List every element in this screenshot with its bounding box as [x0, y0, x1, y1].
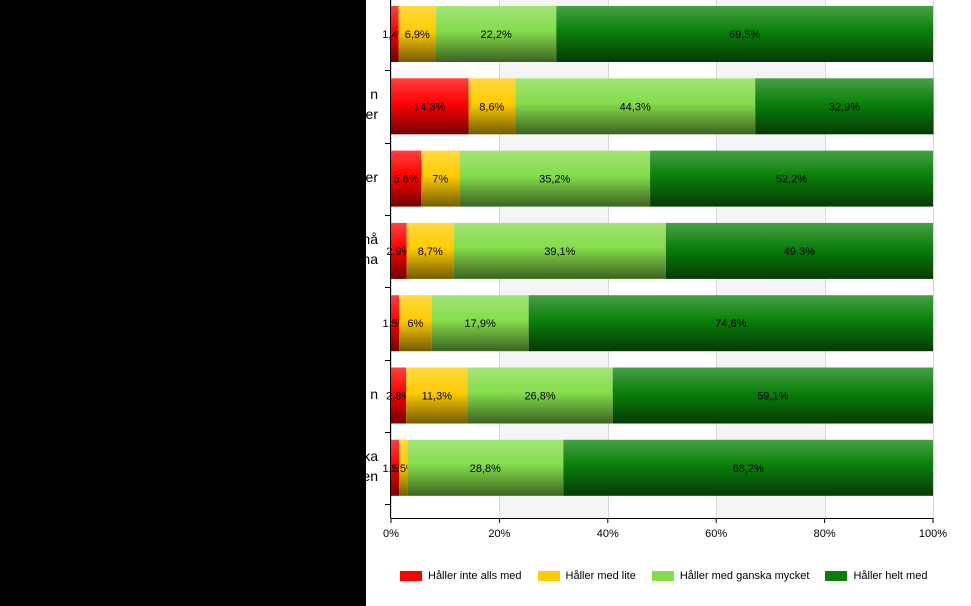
bar-segment [391, 367, 407, 424]
bar-segment [467, 367, 613, 424]
data-label: 11,3% [422, 391, 453, 403]
data-label: 2,9% [386, 246, 411, 258]
bar-segment [468, 78, 516, 135]
bar-segment [406, 367, 468, 424]
bar-segment [421, 150, 460, 207]
legend-label: Håller med ganska mycket [679, 570, 810, 582]
legend-swatch [825, 571, 848, 581]
x-tick-label: 40% [597, 528, 619, 540]
data-label: 2,8% [386, 391, 411, 403]
x-tick-label: 60% [705, 528, 727, 540]
legend-swatch [651, 571, 674, 581]
data-label: 8,6% [479, 101, 504, 113]
bar-segment [391, 439, 400, 496]
data-label: 35,2% [539, 174, 570, 186]
bar-segment [391, 222, 407, 279]
bar-segment [612, 367, 933, 424]
x-tick-label: 20% [488, 528, 510, 540]
bar-segment [431, 295, 529, 352]
bar-segment [665, 222, 933, 279]
legend-label: Håller helt med [853, 570, 928, 582]
legend-swatch [537, 571, 560, 581]
category-label: n [370, 86, 378, 103]
data-label: 8,7% [418, 246, 443, 258]
x-tick-label: 0% [383, 528, 399, 540]
legend-item: Håller med ganska mycket [651, 570, 810, 582]
bar-segment [435, 6, 557, 62]
bar-segment [459, 150, 651, 207]
bar-segment [515, 78, 756, 135]
bar-segment [650, 150, 933, 207]
legend-item: Håller med lite [537, 570, 636, 582]
bar-segment [407, 439, 564, 496]
black-redaction-panel [0, 0, 366, 606]
data-label: 49,3% [784, 246, 815, 258]
legend-item: Håller inte alls med [400, 570, 522, 582]
data-label: 52,2% [776, 174, 807, 186]
data-label: 39,1% [544, 246, 575, 258]
category-label: en [362, 467, 378, 484]
x-tick-label: 80% [814, 528, 836, 540]
bar-segment [406, 222, 454, 279]
category-label: nå [362, 230, 378, 247]
bar-segment [398, 6, 436, 62]
data-label: 28,8% [470, 463, 501, 475]
data-label: 14,3% [414, 101, 445, 113]
legend-item: Håller helt med [825, 570, 927, 582]
data-label: 5,6% [394, 174, 419, 186]
bar-segment [563, 439, 933, 496]
data-label: 22,2% [481, 29, 512, 41]
data-label: 68,2% [733, 463, 764, 475]
bar-segment [528, 295, 933, 352]
data-label: 26,8% [524, 391, 555, 403]
bar-segment [453, 222, 666, 279]
bar-segment [391, 6, 399, 62]
category-labels: n er er nå na n ka en [0, 0, 378, 606]
data-label: 7% [432, 174, 448, 186]
bar-segment [391, 78, 469, 135]
legend-label: Håller inte alls med [428, 570, 522, 582]
bar-segment [399, 439, 408, 496]
bar-segment [391, 295, 400, 352]
category-label: ka [363, 447, 378, 464]
data-label: 44,3% [620, 101, 651, 113]
data-label: 69,5% [729, 29, 760, 41]
data-label: 6% [407, 318, 423, 330]
data-label: 74,6% [715, 318, 746, 330]
data-label: 59,1% [757, 391, 788, 403]
category-label: er [365, 168, 378, 185]
data-label: 32,9% [829, 101, 860, 113]
x-tick-label: 100% [919, 528, 947, 540]
legend-swatch [400, 571, 422, 581]
category-label: n [370, 385, 378, 402]
legend-label: Håller med lite [565, 570, 636, 582]
data-label: 6,9% [405, 29, 430, 41]
chart-legend: Håller inte alls med Håller med lite Hålle… [400, 566, 943, 586]
bar-segment [755, 78, 934, 135]
data-label: 17,9% [465, 318, 496, 330]
category-label: er [365, 106, 378, 123]
category-label: na [362, 250, 378, 267]
bar-segment [391, 150, 422, 207]
bar-segment [399, 295, 432, 352]
bar-segment [556, 6, 933, 62]
